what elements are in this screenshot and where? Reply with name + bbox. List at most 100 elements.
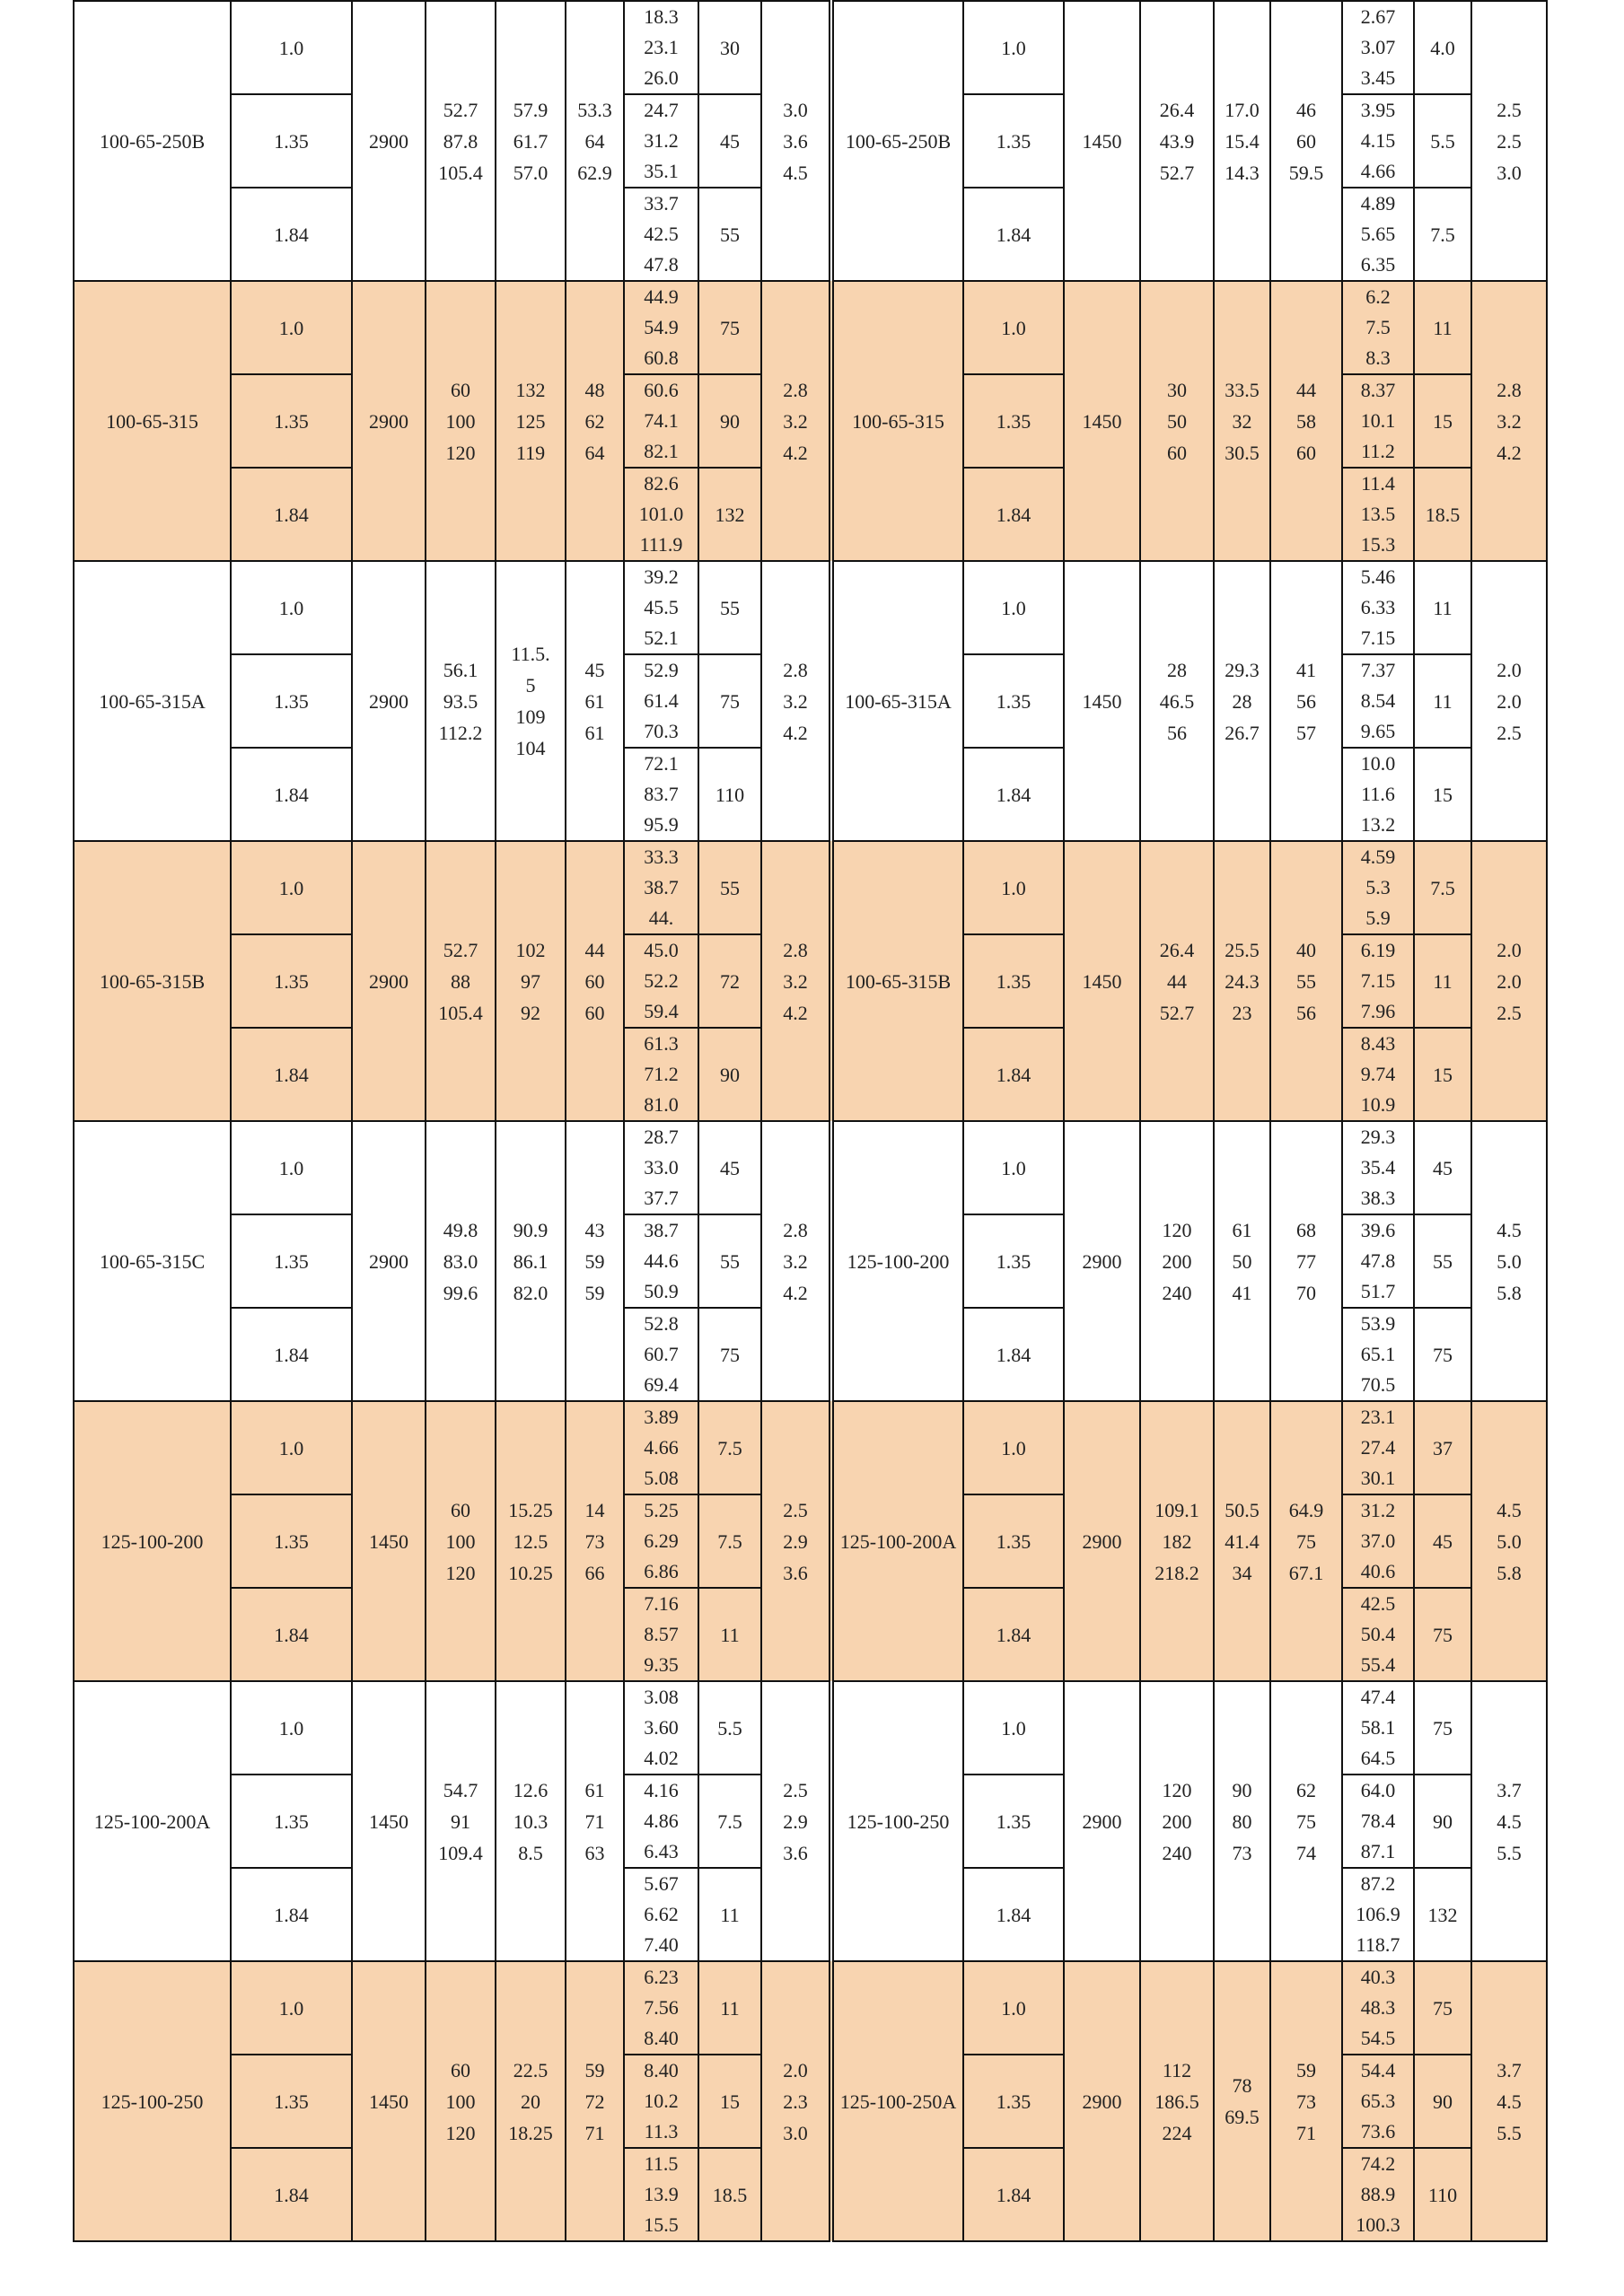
right-motor-power-cell: 15 [1413, 373, 1472, 469]
table-row: 125-100-200 1.0 1450 60 100 120 15.25 12.5 1… [73, 1400, 1548, 1682]
left-motor-power-cell: 90 [698, 1027, 762, 1122]
left-density-cell: 1.35 [230, 1494, 353, 1589]
right-shaft-power-cell: 64.0 78.4 87.1 [1341, 1774, 1415, 1869]
table-row: 1.84 11.5 13.9 15.5 18.5 1.84 74.2 88.9 100.… [74, 2147, 1547, 2242]
right-shaft-power-cell: 23.1 27.4 30.1 [1341, 1400, 1415, 1495]
right-shaft-power-cell: 11.4 13.5 15.3 [1341, 467, 1415, 562]
left-head-cell: 57.9 61.7 57.0 [495, 0, 566, 282]
left-density-cell: 1.0 [230, 1400, 353, 1495]
left-shaft-power-cell: 28.7 33.0 37.7 [623, 1120, 699, 1215]
table-row: 1.35 45.0 52.2 59.4 72 1.35 6.19 7.15 7.96 11 [74, 933, 1547, 1029]
right-head-cell: 50.5 41.4 34 [1213, 1400, 1271, 1682]
left-efficiency-cell: 59 72 71 [565, 1960, 625, 2242]
left-shaft-power-cell: 3.89 4.66 5.08 [623, 1400, 699, 1495]
right-density-cell: 1.0 [962, 0, 1065, 95]
right-efficiency-cell: 62 75 74 [1269, 1680, 1343, 1962]
right-motor-power-cell: 90 [1413, 2054, 1472, 2149]
left-speed-cell: 1450 [351, 1960, 426, 2242]
left-motor-power-cell: 5.5 [698, 1680, 762, 1775]
right-density-cell: 1.84 [962, 1027, 1065, 1122]
left-speed-cell: 2900 [351, 840, 426, 1122]
left-shaft-power-cell: 45.0 52.2 59.4 [623, 933, 699, 1029]
right-motor-power-cell: 7.5 [1413, 840, 1472, 935]
right-shaft-power-cell: 54.4 65.3 73.6 [1341, 2054, 1415, 2149]
right-head-cell: 33.5 32 30.5 [1213, 280, 1271, 562]
right-npsh-cell: 2.8 3.2 4.2 [1470, 280, 1548, 562]
right-head-cell: 25.5 24.3 23 [1213, 840, 1271, 1122]
left-density-cell: 1.84 [230, 1027, 353, 1122]
right-npsh-cell: 4.5 5.0 5.8 [1470, 1120, 1548, 1402]
left-flow-cell: 52.7 87.8 105.4 [425, 0, 496, 282]
left-motor-power-cell: 55 [698, 560, 762, 655]
right-motor-power-cell: 45 [1413, 1120, 1472, 1215]
right-motor-power-cell: 110 [1413, 2147, 1472, 2242]
right-speed-cell: 1450 [1063, 280, 1141, 562]
left-head-cell: 22.5 20 18.25 [495, 1960, 566, 2242]
left-shaft-power-cell: 24.7 31.2 35.1 [623, 93, 699, 188]
left-motor-power-cell: 110 [698, 747, 762, 842]
right-head-cell: 17.0 15.4 14.3 [1213, 0, 1271, 282]
left-density-cell: 1.0 [230, 1120, 353, 1215]
left-density-cell: 1.0 [230, 280, 353, 375]
left-model-cell: 100-65-315B [73, 840, 232, 1122]
left-motor-power-cell: 45 [698, 1120, 762, 1215]
right-shaft-power-cell: 31.2 37.0 40.6 [1341, 1494, 1415, 1589]
right-shaft-power-cell: 4.59 5.3 5.9 [1341, 840, 1415, 935]
right-motor-power-cell: 4.0 [1413, 0, 1472, 95]
right-motor-power-cell: 55 [1413, 1214, 1472, 1309]
left-flow-cell: 60 100 120 [425, 280, 496, 562]
right-flow-cell: 28 46.5 56 [1139, 560, 1215, 842]
left-model-cell: 125-100-250 [73, 1960, 232, 2242]
left-shaft-power-cell: 52.8 60.7 69.4 [623, 1307, 699, 1402]
left-motor-power-cell: 11 [698, 1587, 762, 1682]
right-head-cell: 29.3 28 26.7 [1213, 560, 1271, 842]
right-motor-power-cell: 11 [1413, 560, 1472, 655]
left-density-cell: 1.84 [230, 2147, 353, 2242]
right-density-cell: 1.84 [962, 747, 1065, 842]
left-density-cell: 1.0 [230, 1960, 353, 2055]
left-motor-power-cell: 45 [698, 93, 762, 188]
right-density-cell: 1.84 [962, 2147, 1065, 2242]
right-density-cell: 1.84 [962, 1307, 1065, 1402]
left-motor-power-cell: 55 [698, 187, 762, 282]
table-row: 1.84 61.3 71.2 81.0 90 1.84 8.43 9.74 10.9 15 [74, 1027, 1547, 1122]
right-density-cell: 1.35 [962, 1774, 1065, 1869]
right-shaft-power-cell: 6.2 7.5 8.3 [1341, 280, 1415, 375]
left-model-cell: 125-100-200 [73, 1400, 232, 1682]
table-row: 1.35 8.40 10.2 11.3 15 1.35 54.4 65.3 73.6 90 [74, 2054, 1547, 2149]
left-shaft-power-cell: 8.40 10.2 11.3 [623, 2054, 699, 2149]
table-row: 100-65-315 1.0 2900 60 100 120 132 125 119 48… [73, 280, 1548, 562]
left-density-cell: 1.84 [230, 1307, 353, 1402]
right-shaft-power-cell: 8.43 9.74 10.9 [1341, 1027, 1415, 1122]
table-row: 125-100-250 1.0 1450 60 100 120 22.5 20 18.2… [73, 1960, 1548, 2242]
right-flow-cell: 30 50 60 [1139, 280, 1215, 562]
right-motor-power-cell: 75 [1413, 1587, 1472, 1682]
right-model-cell: 100-65-315 [829, 280, 964, 562]
left-flow-cell: 60 100 120 [425, 1400, 496, 1682]
right-motor-power-cell: 5.5 [1413, 93, 1472, 188]
left-flow-cell: 54.7 91 109.4 [425, 1680, 496, 1962]
right-flow-cell: 120 200 240 [1139, 1680, 1215, 1962]
right-motor-power-cell: 132 [1413, 1867, 1472, 1962]
left-speed-cell: 1450 [351, 1680, 426, 1962]
right-density-cell: 1.35 [962, 933, 1065, 1029]
left-density-cell: 1.0 [230, 1680, 353, 1775]
left-motor-power-cell: 18.5 [698, 2147, 762, 2242]
right-density-cell: 1.0 [962, 560, 1065, 655]
right-efficiency-cell: 41 56 57 [1269, 560, 1343, 842]
right-density-cell: 1.84 [962, 187, 1065, 282]
right-flow-cell: 112 186.5 224 [1139, 1960, 1215, 2242]
right-motor-power-cell: 15 [1413, 1027, 1472, 1122]
right-motor-power-cell: 15 [1413, 747, 1472, 842]
right-speed-cell: 2900 [1063, 1120, 1141, 1402]
left-motor-power-cell: 90 [698, 373, 762, 469]
left-shaft-power-cell: 5.67 6.62 7.40 [623, 1867, 699, 1962]
right-flow-cell: 120 200 240 [1139, 1120, 1215, 1402]
left-motor-power-cell: 11 [698, 1960, 762, 2055]
left-efficiency-cell: 48 62 64 [565, 280, 625, 562]
right-shaft-power-cell: 87.2 106.9 118.7 [1341, 1867, 1415, 1962]
left-density-cell: 1.35 [230, 1774, 353, 1869]
left-density-cell: 1.35 [230, 933, 353, 1029]
left-density-cell: 1.84 [230, 1867, 353, 1962]
table-row: 1.84 5.67 6.62 7.40 11 1.84 87.2 106.9 118.7… [74, 1867, 1547, 1962]
